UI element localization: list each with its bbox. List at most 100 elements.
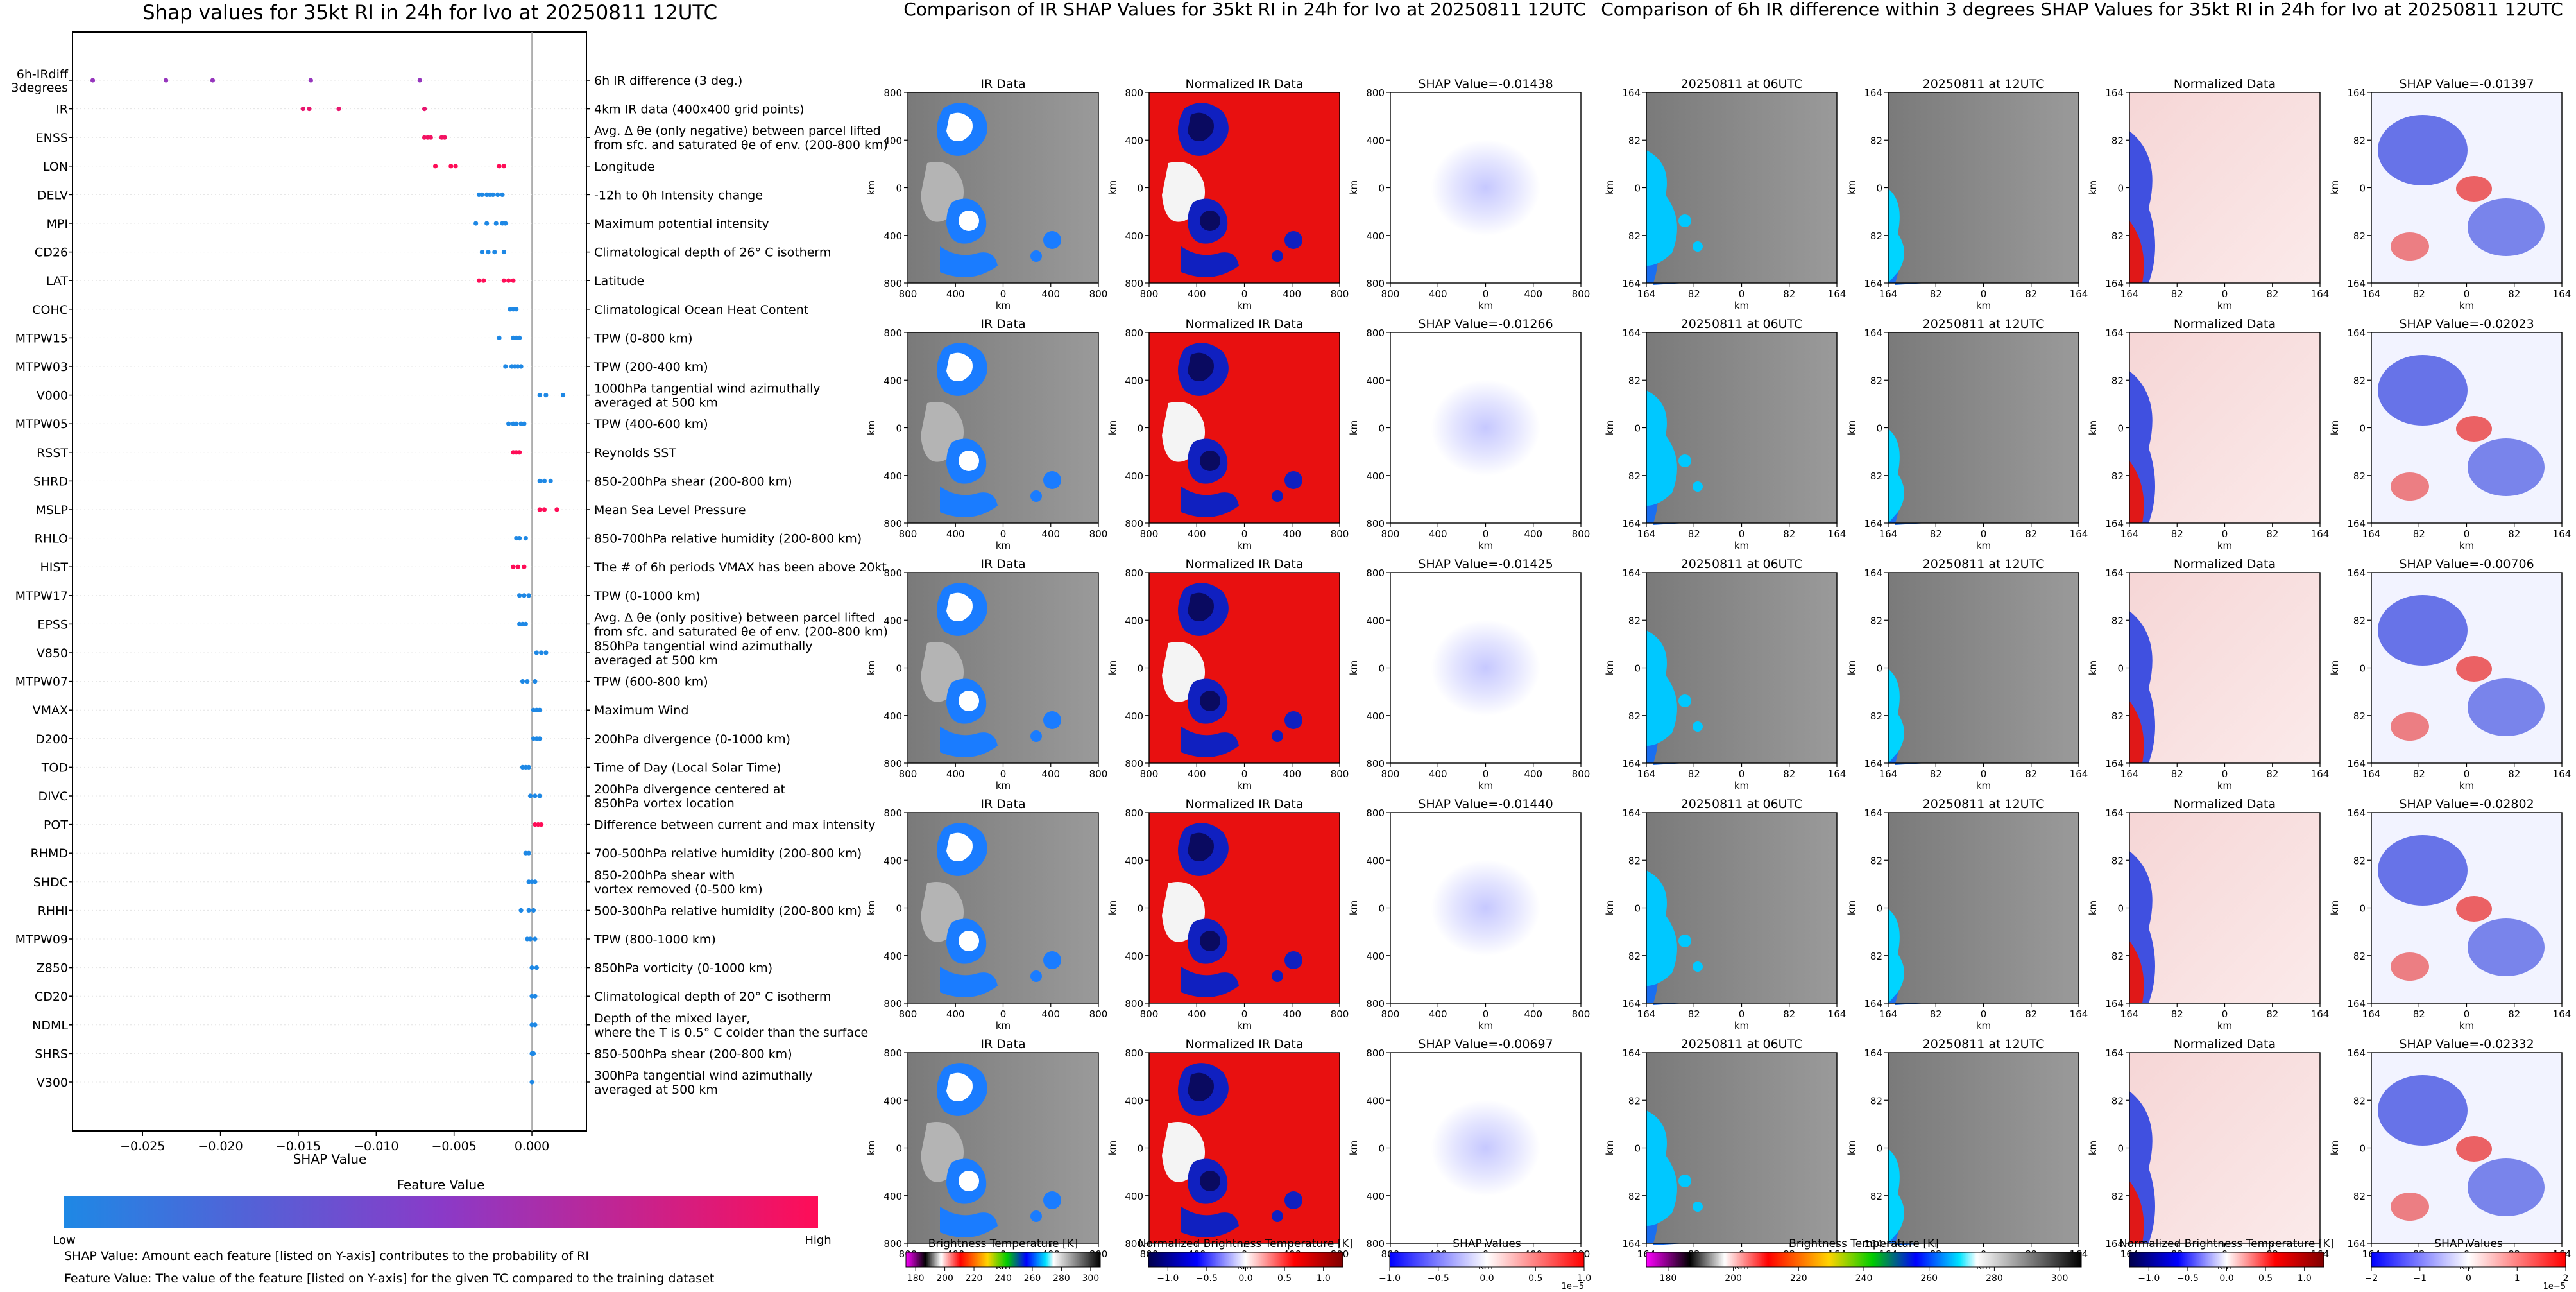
x-tick-label: 82 bbox=[2171, 768, 2183, 780]
ir-shap-subplot: SHAP Value=-0.00697800800400400004004008… bbox=[1348, 1037, 1590, 1271]
y-tick-label: 400 bbox=[1366, 230, 1385, 242]
y-tick-label: 164 bbox=[1622, 758, 1641, 770]
ir-row-5: IR Data 800 800 400 400 0 0 400 400 800 800 km km Nor… bbox=[866, 1037, 1590, 1271]
colorbar-tick-label: 280 bbox=[1053, 1273, 1070, 1284]
x-tick-label: −0.025 bbox=[120, 1139, 165, 1153]
subplot-title: 20250811 at 06UTC bbox=[1681, 77, 1803, 91]
shap-point bbox=[422, 107, 427, 112]
subplot-title: 20250811 at 06UTC bbox=[1681, 1037, 1803, 1051]
x-tick-label: 800 bbox=[1381, 528, 1400, 540]
y-tick-label: 400 bbox=[883, 711, 902, 722]
subplot-title: 20250811 at 06UTC bbox=[1681, 317, 1803, 331]
negative-shap-region bbox=[2378, 1075, 2468, 1146]
diff-12utc-subplot: 20250811 at 12UTC1641648282008282164164k… bbox=[1846, 797, 2088, 1031]
ir-shap-subplot: SHAP Value=-0.01440800800400400004004008… bbox=[1348, 797, 1590, 1031]
y-tick-label: 400 bbox=[1125, 615, 1143, 626]
x-axis-label: km bbox=[1237, 300, 1252, 311]
shap-point bbox=[543, 650, 549, 655]
storm-eye-region bbox=[959, 451, 979, 471]
subplot-title: 20250811 at 12UTC bbox=[1923, 797, 2045, 811]
x-axis-label: km bbox=[1237, 540, 1252, 551]
y-tick-label: 0 bbox=[2117, 183, 2124, 194]
y-tick-label: 164 bbox=[2105, 758, 2124, 770]
feature-code-label: SHRS bbox=[35, 1047, 68, 1061]
y-tick-label: 0 bbox=[896, 183, 902, 194]
y-tick-label: 400 bbox=[1366, 375, 1385, 386]
normalized-ir-subplot: Normalized IR Data8008004004000040040080… bbox=[1107, 1037, 1349, 1271]
y-tick-label: 800 bbox=[1366, 807, 1385, 819]
y-axis-label: km bbox=[1348, 1141, 1360, 1155]
y-axis-label: km bbox=[2087, 660, 2099, 675]
cold-cloud-region bbox=[1888, 1149, 1904, 1243]
positive-shap-region bbox=[2456, 656, 2492, 682]
feature-code-label: NDML bbox=[32, 1019, 68, 1033]
diff-shap-subplot: SHAP Value=-0.01397164164828200828216416… bbox=[2329, 77, 2571, 311]
y-tick-label: 82 bbox=[1628, 375, 1641, 386]
convective-cell bbox=[1030, 250, 1042, 262]
subplot-title: Normalized IR Data bbox=[1186, 77, 1304, 91]
y-tick-label: 82 bbox=[1628, 230, 1641, 242]
x-axis-label: km bbox=[1478, 300, 1493, 311]
shap-point bbox=[432, 164, 438, 169]
ir-comparison-title: Comparison of IR SHAP Values for 35kt RI… bbox=[903, 0, 1585, 20]
feature-description-label: Avg. Δ θe (only negative) between parcel… bbox=[594, 124, 888, 152]
y-tick-label: 0 bbox=[2359, 1143, 2366, 1155]
y-tick-label: 164 bbox=[2105, 567, 2124, 579]
shap-point bbox=[336, 107, 341, 112]
subplot-title: Normalized Data bbox=[2174, 77, 2276, 91]
feature-row-epss: EPSS Avg. Δ θe (only positive) between pa… bbox=[37, 610, 888, 639]
x-tick-label: 400 bbox=[1524, 528, 1542, 540]
shap-point bbox=[523, 621, 528, 627]
feature-code-label: VMAX bbox=[33, 703, 68, 718]
x-axis-label: km bbox=[996, 1020, 1011, 1031]
feature-code-label: MTPW17 bbox=[15, 589, 68, 603]
feature-row-ir: IR 4km IR data (400x400 grid points) bbox=[56, 103, 804, 117]
subplot-title: IR Data bbox=[980, 77, 1025, 91]
shap-point bbox=[476, 278, 482, 283]
y-tick-label: 800 bbox=[1366, 758, 1385, 770]
storm-eye-region bbox=[959, 691, 979, 711]
y-tick-label: 400 bbox=[1366, 1095, 1385, 1107]
y-tick-label: 82 bbox=[1628, 470, 1641, 482]
shap-point bbox=[537, 478, 542, 484]
feature-code-label: V300 bbox=[37, 1076, 68, 1090]
y-tick-label: 800 bbox=[1366, 1238, 1385, 1250]
colorbar-offset-label: 1e−5 bbox=[2543, 1282, 2566, 1289]
normalized-diff-field bbox=[2129, 573, 2320, 763]
convective-cell bbox=[1043, 471, 1061, 489]
y-tick-label: 164 bbox=[1864, 1238, 1882, 1250]
shap-point bbox=[526, 764, 531, 770]
shap-point bbox=[518, 908, 524, 913]
y-tick-label: 164 bbox=[2347, 87, 2366, 99]
cloud-core bbox=[946, 592, 973, 621]
negative-shap-region bbox=[1431, 379, 1540, 476]
feature-row-vmax: VMAX Maximum Wind bbox=[33, 703, 689, 718]
feature-row-mtpw07: MTPW07 TPW (600-800 km) bbox=[15, 675, 708, 689]
normalized-diff-field bbox=[2129, 92, 2320, 283]
y-tick-label: 800 bbox=[1366, 1047, 1385, 1059]
x-tick-label: 82 bbox=[2413, 768, 2425, 780]
x-tick-label: 400 bbox=[1429, 528, 1447, 540]
y-tick-label: 0 bbox=[1876, 423, 1882, 435]
y-tick-label: 800 bbox=[1125, 278, 1143, 289]
y-tick-label: 164 bbox=[1622, 278, 1641, 289]
x-axis-label: km bbox=[1734, 540, 1749, 551]
x-tick-label: 0 bbox=[1000, 288, 1007, 300]
feature-value-high-label: High bbox=[805, 1234, 831, 1247]
colorbar-label: Brightness Temperature [K] bbox=[1789, 1237, 1938, 1250]
y-tick-label: 0 bbox=[1378, 183, 1385, 194]
shap-point bbox=[503, 221, 508, 226]
x-tick-label: 164 bbox=[1879, 1008, 1898, 1020]
feature-value-note: Feature Value: The value of the feature … bbox=[64, 1271, 714, 1286]
x-tick-label: 0 bbox=[2464, 288, 2470, 300]
y-tick-label: 82 bbox=[1870, 135, 1882, 146]
storm-eye-region bbox=[1200, 691, 1220, 711]
x-tick-label: 0 bbox=[1981, 1008, 1987, 1020]
negative-shap-region bbox=[2468, 438, 2545, 496]
y-tick-label: 82 bbox=[2353, 951, 2366, 962]
x-tick-label: 82 bbox=[2025, 768, 2037, 780]
y-tick-label: 164 bbox=[2105, 1047, 2124, 1059]
ir-row-1: IR Data80080040040000400400800800kmkmNor… bbox=[866, 77, 1590, 311]
x-tick-label: 400 bbox=[1283, 768, 1301, 780]
y-tick-label: 164 bbox=[1622, 807, 1641, 819]
